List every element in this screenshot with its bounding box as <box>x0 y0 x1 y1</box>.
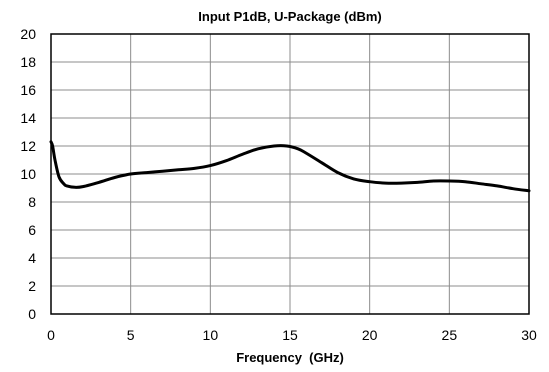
x-tick-label: 25 <box>442 327 458 343</box>
y-tick-label: 2 <box>28 278 36 294</box>
y-tick-label: 0 <box>28 306 36 322</box>
y-tick-label: 8 <box>28 194 36 210</box>
x-tick-label: 30 <box>521 327 537 343</box>
plot-border <box>50 33 530 315</box>
series-line <box>49 140 531 193</box>
y-tick-label: 4 <box>28 250 36 266</box>
x-tick-label: 20 <box>362 327 378 343</box>
y-tick-label: 16 <box>20 82 36 98</box>
y-tick-label: 20 <box>20 26 36 42</box>
x-tick-label: 5 <box>127 327 135 343</box>
y-tick-label: 18 <box>20 54 36 70</box>
y-tick-label: 10 <box>20 166 36 182</box>
series-layer <box>49 140 531 193</box>
chart-title: Input P1dB, U-Package (dBm) <box>198 9 381 24</box>
x-tick-label: 0 <box>47 327 55 343</box>
grid <box>50 33 530 315</box>
x-tick-labels: 0 5 10 15 20 25 30 <box>47 327 537 343</box>
x-tick-label: 15 <box>282 327 298 343</box>
y-tick-labels: 0 2 4 6 8 10 12 14 16 18 20 <box>20 26 36 322</box>
x-axis-label: Frequency (GHz) <box>236 350 344 365</box>
y-tick-label: 12 <box>20 138 36 154</box>
plot-frame <box>50 33 530 315</box>
x-tick-label: 10 <box>203 327 219 343</box>
y-tick-label: 14 <box>20 110 36 126</box>
y-tick-label: 6 <box>28 222 36 238</box>
